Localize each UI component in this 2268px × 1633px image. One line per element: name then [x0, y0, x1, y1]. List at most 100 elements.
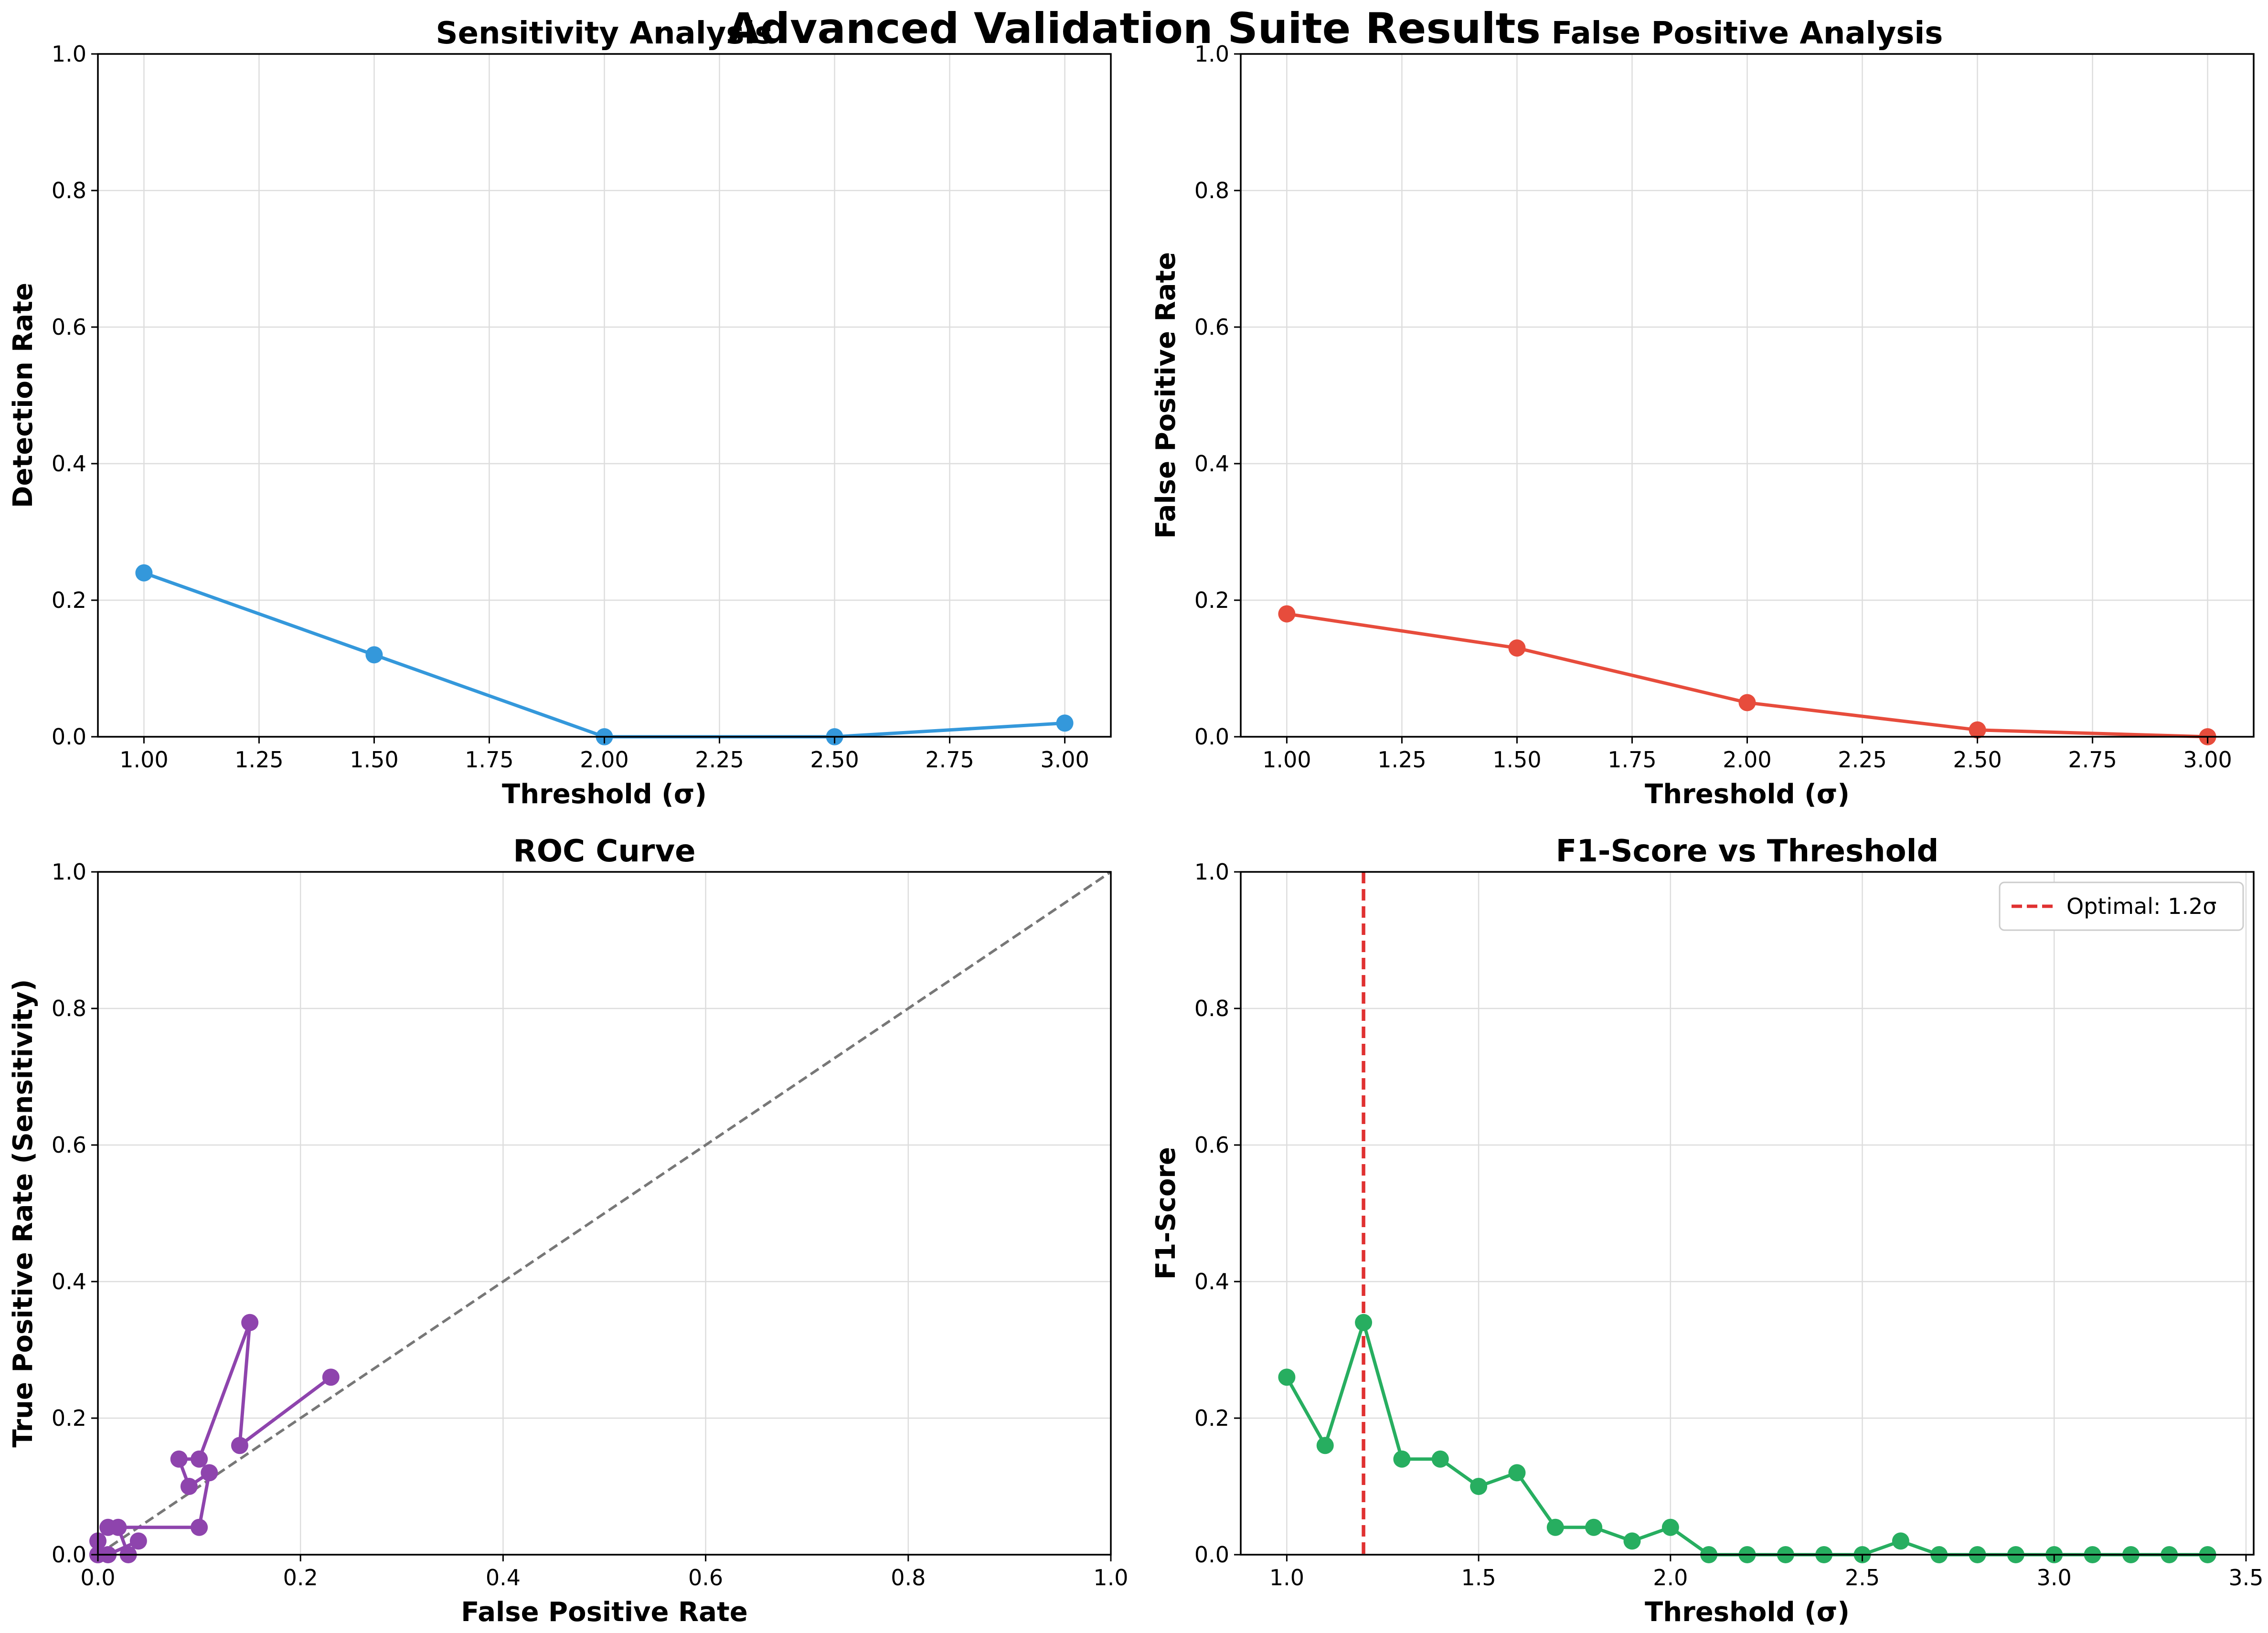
x-tick-label: 1.75: [465, 747, 513, 773]
y-axis-label: False Positive Rate: [1150, 252, 1182, 539]
y-tick-label: 0.0: [52, 724, 86, 750]
x-tick-label: 3.0: [2037, 1565, 2072, 1591]
data-point: [1738, 694, 1756, 711]
data-point: [170, 1450, 188, 1468]
y-axis-label: F1-Score: [1150, 1147, 1182, 1280]
data-point: [1969, 721, 1986, 739]
x-tick-label: 0.4: [486, 1565, 521, 1591]
y-tick-label: 0.2: [52, 587, 86, 613]
data-point: [180, 1478, 198, 1495]
x-tick-label: 3.00: [2183, 747, 2232, 773]
data-point: [1278, 605, 1296, 623]
data-point: [191, 1450, 208, 1468]
data-point: [1431, 1450, 1449, 1468]
data-point: [135, 564, 153, 582]
chart-panel-2: 1.00 1.25 1.50 1.75 2.00 2.25 2.50 2.75 3.00 0.0 0…: [1150, 16, 2255, 810]
y-tick-label: 0.8: [52, 178, 86, 203]
data-point: [1278, 1368, 1296, 1386]
x-tick-label: 0.8: [891, 1565, 926, 1591]
x-tick-label: 2.75: [925, 747, 974, 773]
x-tick-label: 3.00: [1040, 747, 1089, 773]
chart-panel-3: 0.0 0.2 0.4 0.6 0.8 1.0 0.0 0.2 0.4 0.6 0.8 1.0 ROC …: [8, 834, 1129, 1628]
x-axis-label: Threshold (σ): [502, 779, 707, 810]
x-axis-label: Threshold (σ): [1645, 779, 1850, 810]
x-tick-label: 1.25: [234, 747, 283, 773]
x-tick-label: 2.25: [1838, 747, 1886, 773]
data-point: [1661, 1518, 1679, 1536]
x-tick-label: 2.00: [580, 747, 628, 773]
y-tick-label: 0.0: [52, 1542, 86, 1568]
x-tick-label: 1.0: [1269, 1565, 1304, 1591]
x-tick-label: 2.5: [1845, 1565, 1880, 1591]
y-tick-label: 0.8: [52, 996, 86, 1021]
legend-box: [1999, 881, 2244, 931]
x-tick-label: 0.0: [80, 1565, 115, 1591]
diagonal-reference-line: [97, 870, 1112, 1556]
axes-frame: [1240, 871, 2255, 1556]
chart-title: Sensitivity Analysis: [436, 16, 773, 51]
data-point: [322, 1368, 340, 1386]
axes-frame: [97, 871, 1112, 1556]
y-tick-label: 1.0: [1194, 41, 1229, 67]
x-tick-label: 2.50: [1953, 747, 2002, 773]
x-tick-label: 1.5: [1461, 1565, 1496, 1591]
x-tick-label: 1.0: [1093, 1565, 1128, 1591]
data-point: [1585, 1518, 1603, 1536]
data-point: [1508, 639, 1526, 657]
y-tick-label: 0.4: [52, 451, 86, 477]
x-tick-label: 3.5: [2228, 1565, 2263, 1591]
x-tick-label: 0.2: [283, 1565, 318, 1591]
chart-title: ROC Curve: [513, 834, 695, 869]
data-point: [201, 1464, 218, 1482]
y-tick-label: 0.2: [1194, 587, 1229, 613]
y-tick-label: 1.0: [1194, 859, 1229, 885]
chart-title: F1-Score vs Threshold: [1556, 834, 1939, 869]
data-point: [129, 1532, 147, 1550]
y-tick-label: 0.6: [1194, 1132, 1229, 1158]
x-axis-label: False Positive Rate: [461, 1597, 747, 1628]
chart-panel-4: 1.0 1.5 2.0 2.5 3.0 3.5 0.0 0.2 0.4 0.6 0.8 1.0 F1-S…: [1150, 834, 2264, 1628]
y-axis-label: Detection Rate: [8, 283, 39, 508]
legend-label: Optimal: 1.2σ: [2066, 893, 2216, 919]
y-tick-label: 0.0: [1194, 724, 1229, 750]
x-tick-label: 2.00: [1723, 747, 1771, 773]
x-tick-label: 1.50: [1492, 747, 1541, 773]
figure-title: Advanced Validation Suite Results: [727, 4, 1541, 53]
data-point: [1546, 1518, 1564, 1536]
x-tick-label: 1.00: [119, 747, 168, 773]
chart-panel-1: 1.00 1.25 1.50 1.75 2.00 2.25 2.50 2.75 3.00 0.0 0…: [8, 16, 1112, 810]
data-point: [365, 646, 383, 664]
y-tick-label: 0.8: [1194, 996, 1229, 1021]
x-tick-label: 1.25: [1377, 747, 1426, 773]
data-point: [231, 1437, 248, 1454]
x-tick-label: 1.00: [1262, 747, 1311, 773]
data-point: [1316, 1437, 1334, 1454]
x-axis-label: Threshold (σ): [1645, 1597, 1850, 1628]
y-tick-label: 0.4: [52, 1269, 86, 1294]
y-tick-label: 0.8: [1194, 178, 1229, 203]
y-tick-label: 1.0: [52, 859, 86, 885]
data-point: [241, 1314, 259, 1331]
x-tick-label: 2.0: [1653, 1565, 1688, 1591]
y-tick-label: 0.4: [1194, 1269, 1229, 1294]
y-tick-label: 0.4: [1194, 451, 1229, 477]
y-tick-label: 0.6: [1194, 314, 1229, 340]
x-tick-label: 0.6: [688, 1565, 723, 1591]
data-point: [1056, 714, 1074, 732]
data-point: [109, 1518, 127, 1536]
x-tick-label: 2.25: [695, 747, 744, 773]
chart-title: False Positive Analysis: [1552, 16, 1943, 51]
y-tick-label: 0.6: [52, 314, 86, 340]
y-axis-label: True Positive Rate (Sensitivity): [8, 979, 39, 1448]
y-tick-label: 0.2: [1194, 1405, 1229, 1431]
data-point: [1623, 1532, 1641, 1550]
x-tick-label: 2.75: [2068, 747, 2117, 773]
x-tick-label: 1.75: [1608, 747, 1656, 773]
y-tick-label: 0.0: [1194, 1542, 1229, 1568]
plot-area: [1241, 872, 2254, 1555]
data-point: [1470, 1478, 1488, 1495]
data-point: [1393, 1450, 1411, 1468]
x-tick-label: 2.50: [810, 747, 859, 773]
data-point: [191, 1518, 208, 1536]
